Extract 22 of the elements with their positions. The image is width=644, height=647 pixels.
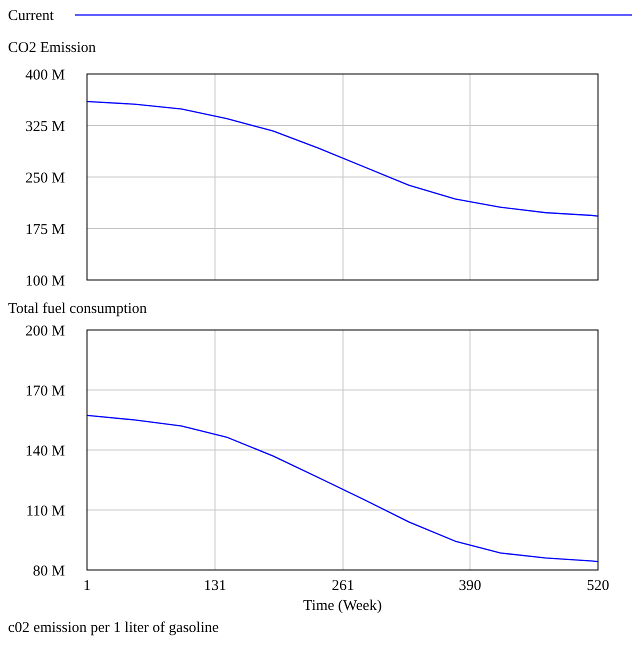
y-tick-label: 200 M [25, 323, 65, 340]
y-tick-label: 250 M [25, 170, 65, 186]
line-series [86, 414, 599, 562]
chart-title: CO2 Emission [8, 40, 96, 56]
x-tick-label: 390 [458, 578, 482, 594]
line-series [86, 100, 599, 217]
y-tick-label: 80 M [32, 563, 65, 580]
text: c02 emission per 1 liter of gasoline [8, 620, 220, 636]
x-tick-label: 261 [332, 578, 354, 594]
y-tick-label: 175 M [25, 222, 65, 238]
y-tick-label: 100 M [25, 273, 65, 290]
x-tick-label: 131 [204, 578, 226, 594]
y-tick-label: 325 M [25, 118, 65, 135]
chart-title: Total fuel consumption [8, 301, 148, 317]
y-tick-label: 140 M [25, 443, 65, 460]
y-tick-label: 400 M [25, 67, 65, 84]
x-axis-title: Time (Week) [303, 598, 382, 614]
x-tick-label: 520 [586, 578, 610, 594]
x-tick-label: 1 [83, 578, 91, 594]
y-tick-label: 170 M [25, 383, 65, 400]
y-tick-label: 110 M [26, 503, 65, 520]
text: Current [8, 8, 55, 24]
